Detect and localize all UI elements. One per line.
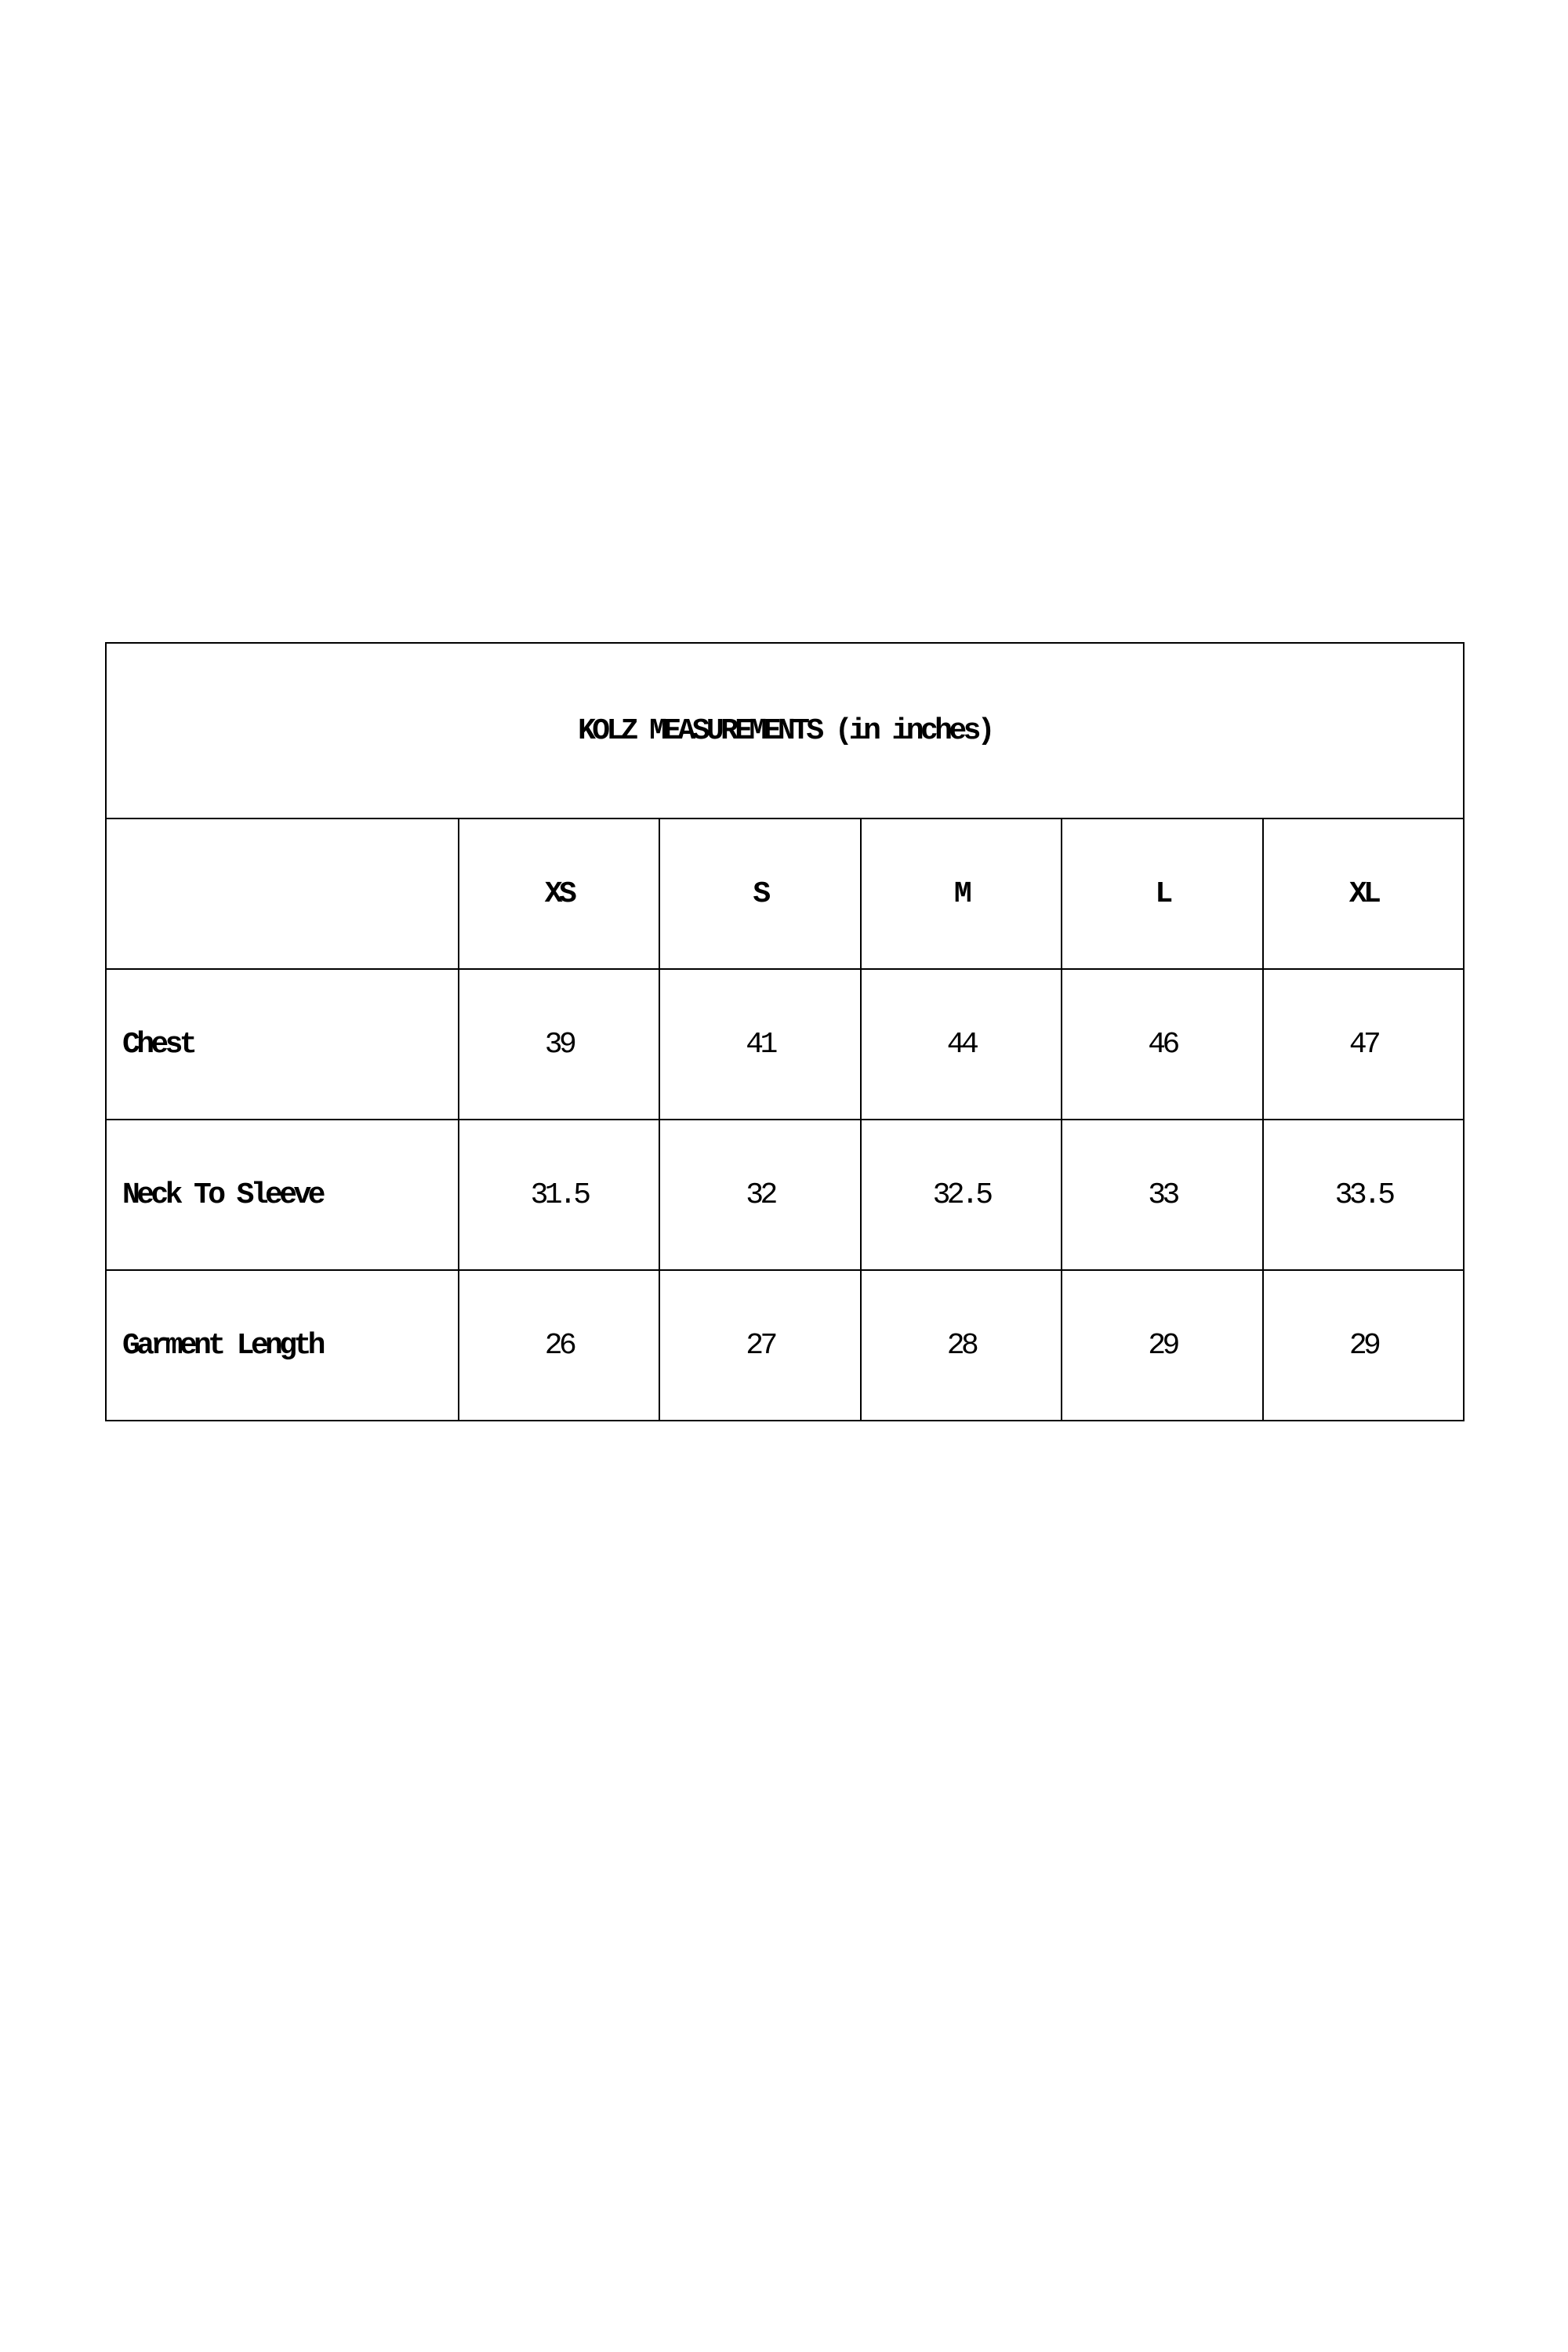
table-row: Garment Length 26 27 28 29 29	[105, 1269, 1465, 1421]
table-row: Neck To Sleeve 31.5 32 32.5 33 33.5	[105, 1119, 1465, 1271]
table-row: Chest 39 41 44 46 47	[105, 968, 1465, 1120]
row-label: Chest	[105, 968, 459, 1120]
size-header: S	[659, 818, 862, 970]
cell: 47	[1261, 968, 1465, 1120]
cell: 41	[659, 968, 862, 1120]
cell: 33.5	[1261, 1119, 1465, 1271]
title-row: KOLZ MEASUREMENTS (in inches)	[104, 642, 1465, 819]
cell: 32.5	[860, 1119, 1062, 1271]
cell: 44	[860, 968, 1062, 1120]
cell: 33	[1061, 1119, 1264, 1271]
empty-header-cell	[105, 818, 459, 970]
cell: 31.5	[458, 1119, 660, 1271]
cell: 26	[458, 1269, 660, 1421]
size-header: M	[860, 818, 1062, 970]
row-label: Neck To Sleeve	[105, 1119, 459, 1271]
size-header: XS	[458, 818, 660, 970]
cell: 27	[659, 1269, 862, 1421]
cell: 32	[659, 1119, 862, 1271]
table-title: KOLZ MEASUREMENTS (in inches)	[104, 642, 1465, 819]
cell: 29	[1261, 1269, 1465, 1421]
measurements-table: KOLZ MEASUREMENTS (in inches) XS S M L X…	[104, 642, 1465, 1421]
cell: 46	[1061, 968, 1264, 1120]
cell: 28	[860, 1269, 1062, 1421]
row-label: Garment Length	[105, 1269, 459, 1421]
cell: 29	[1061, 1269, 1264, 1421]
size-header: XL	[1261, 818, 1465, 970]
size-header: L	[1061, 818, 1264, 970]
cell: 39	[458, 968, 660, 1120]
header-row: XS S M L XL	[105, 818, 1465, 970]
